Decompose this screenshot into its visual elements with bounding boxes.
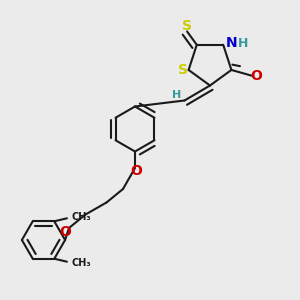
Text: S: S [182, 19, 192, 33]
Text: O: O [59, 225, 71, 238]
Text: S: S [178, 63, 188, 77]
Text: CH₃: CH₃ [72, 212, 91, 222]
Text: O: O [250, 69, 262, 83]
Text: H: H [172, 90, 182, 100]
Text: O: O [130, 164, 142, 178]
Text: H: H [238, 37, 248, 50]
Text: CH₃: CH₃ [72, 258, 91, 268]
Text: N: N [226, 36, 237, 50]
